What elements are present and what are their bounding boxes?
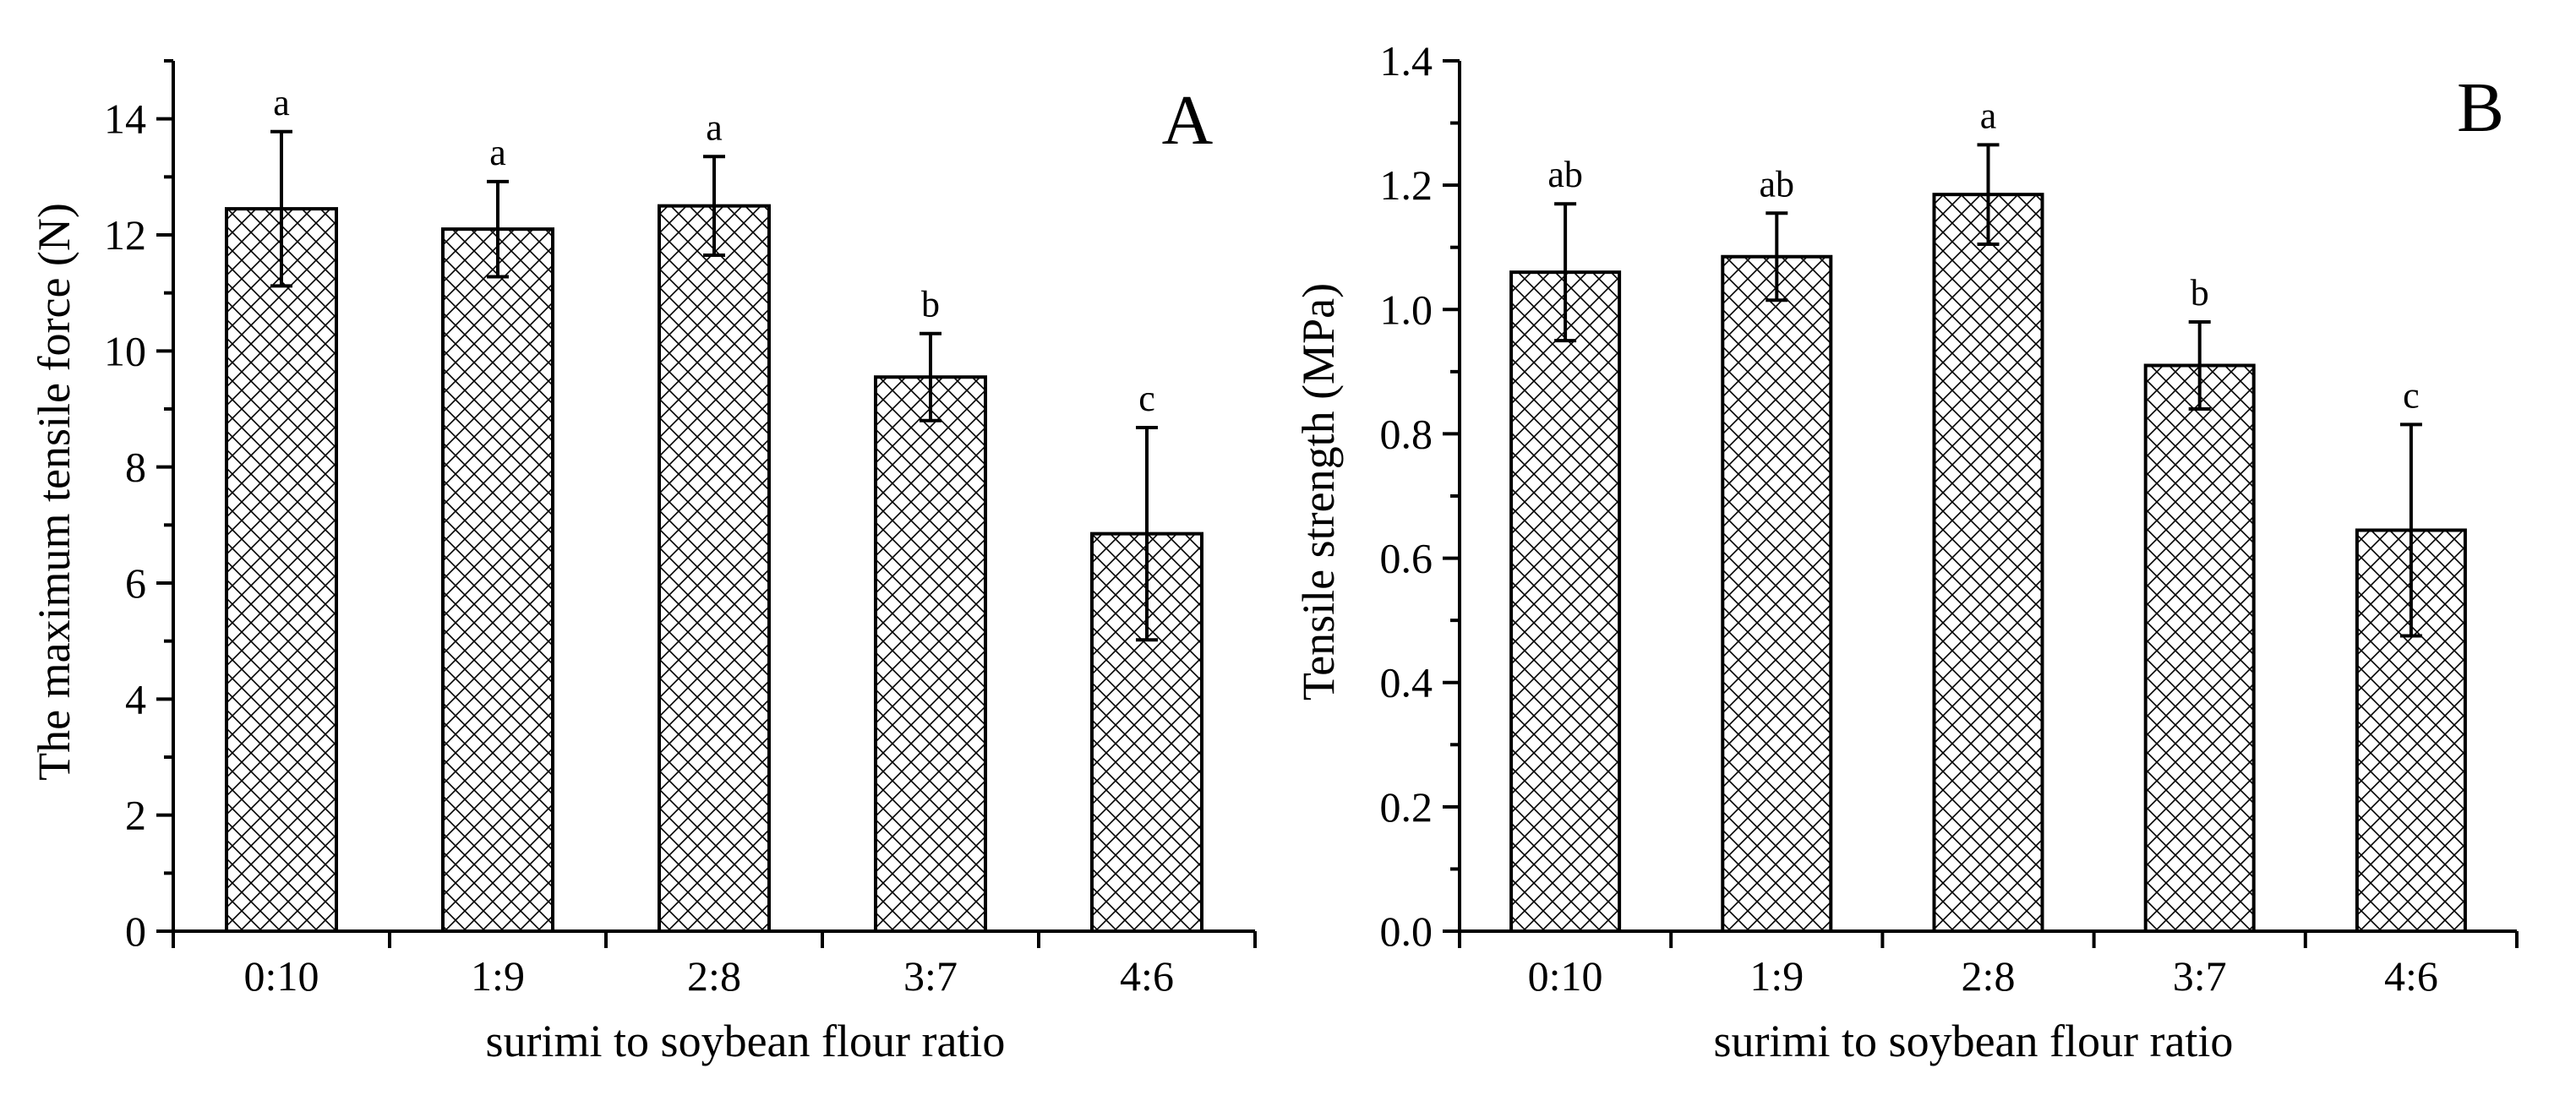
error-bar-a-3: [920, 331, 941, 422]
y-tick-label-b: 0.0: [1380, 908, 1433, 955]
bar-a-3: [874, 375, 987, 933]
bar-b-3: [2143, 363, 2256, 933]
x-tick-label-b-3: 3:7: [2173, 952, 2227, 1000]
plot-area-a: a a a b c 0 2 4 6 8 10 12 14 0:10 1:9 2:8 3:7 4:6: [104, 59, 1257, 1000]
x-axis-title-a: surimi to soybean flour ratio: [486, 1016, 1006, 1066]
bar-a-1: [441, 227, 554, 933]
error-bar-b-2: [1977, 143, 2000, 247]
x-tick-label-a-2: 2:8: [687, 952, 741, 1000]
significance-label-b-0: ab: [1547, 154, 1583, 195]
significance-label-b-2: a: [1980, 95, 1997, 136]
y-tick-label-a: 4: [125, 675, 146, 722]
y-axis-title-a: The maximum tensile force (N): [29, 203, 79, 781]
y-tick-label-b: 1.4: [1380, 37, 1433, 84]
y-tick-label-b: 1.2: [1380, 161, 1433, 209]
y-tick-label-a: 6: [125, 559, 146, 607]
error-bar-b-0: [1554, 202, 1577, 343]
x-tick-label-b-1: 1:9: [1749, 952, 1804, 1000]
bar-b-1: [1721, 254, 1833, 933]
x-tick-label-a-3: 3:7: [903, 952, 958, 1000]
error-bar-b-1: [1766, 211, 1788, 303]
significance-label-b-4: c: [2403, 374, 2420, 416]
y-tick-label-b: 0.2: [1380, 783, 1433, 831]
error-bar-a-2: [703, 155, 725, 258]
bar-b-2: [1932, 193, 2044, 933]
y-axis-title-b: Tensile strength (MPa): [1293, 283, 1344, 700]
x-tick-label-b-2: 2:8: [1962, 952, 2016, 1000]
x-tick-label-a-1: 1:9: [471, 952, 525, 1000]
x-tick-label-a-4: 4:6: [1120, 952, 1174, 1000]
bar-a-2: [658, 204, 771, 933]
y-tick-label-a: 10: [104, 327, 146, 374]
significance-label-a-1: a: [489, 132, 506, 173]
chart-panel-a: a a a b c 0 2 4 6 8 10 12 14 0:10 1:9 2:8 3:7 4:6 surimi …: [29, 59, 1257, 1066]
y-tick-label-b: 0.6: [1380, 535, 1433, 582]
x-tick-label-a-0: 0:10: [244, 952, 319, 1000]
bar-b-0: [1509, 270, 1622, 933]
significance-label-b-1: ab: [1760, 163, 1795, 204]
y-tick-label-b: 1.0: [1380, 286, 1433, 333]
x-tick-label-b-4: 4:6: [2384, 952, 2438, 1000]
significance-label-a-0: a: [273, 82, 290, 123]
significance-label-a-3: b: [921, 284, 940, 325]
y-tick-label-a: 14: [104, 95, 146, 143]
x-tick-label-b-0: 0:10: [1528, 952, 1603, 1000]
panel-label-a: A: [1162, 81, 1214, 160]
error-bar-b-4: [2399, 422, 2422, 638]
bar-a-0: [225, 207, 338, 934]
y-tick-label-a: 0: [125, 908, 146, 955]
y-tick-label-b: 0.4: [1380, 659, 1433, 706]
y-tick-label-a: 2: [125, 792, 146, 839]
x-axis-title-b: surimi to soybean flour ratio: [1714, 1016, 2234, 1066]
error-bar-a-1: [487, 179, 509, 279]
y-tick-label-a: 12: [104, 211, 146, 259]
y-tick-label-b: 0.8: [1380, 410, 1433, 457]
error-bar-b-3: [2188, 320, 2211, 411]
error-bar-a-0: [270, 129, 292, 288]
significance-label-b-3: b: [2191, 272, 2209, 313]
significance-label-a-4: c: [1138, 378, 1155, 419]
y-tick-label-a: 8: [125, 444, 146, 491]
error-bar-a-4: [1136, 425, 1158, 642]
panel-label-b: B: [2457, 68, 2504, 147]
significance-label-a-2: a: [706, 106, 723, 148]
